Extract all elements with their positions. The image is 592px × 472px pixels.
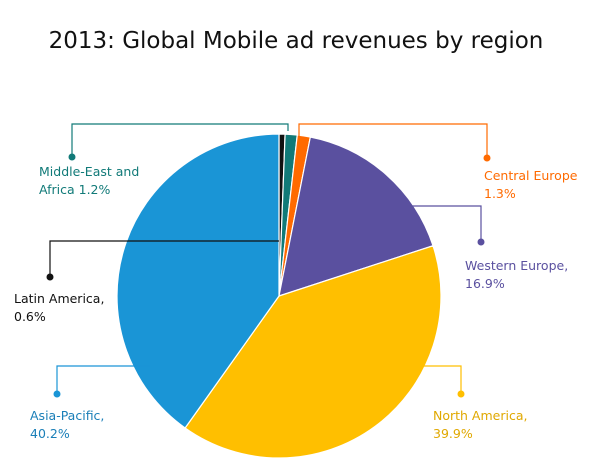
leader-line-asia-pacific bbox=[56, 365, 150, 394]
label-latin-america: Latin America, 0.6% bbox=[14, 291, 105, 324]
leader-dot-middle-east-africa bbox=[68, 153, 76, 161]
leader-line-latin-america bbox=[49, 240, 279, 277]
leader-line-middle-east-africa bbox=[71, 123, 289, 157]
leader-dot-western-europe bbox=[477, 238, 485, 246]
pie-slice-asia-pacific bbox=[116, 133, 280, 429]
leader-line-north-america bbox=[412, 365, 462, 394]
label-middle-east-africa: Middle-East and Africa 1.2% bbox=[39, 164, 140, 197]
label-western-europe: Western Europe, 16.9% bbox=[465, 258, 569, 291]
leader-dot-central-europe bbox=[483, 154, 491, 162]
pie-slice-western-europe bbox=[278, 136, 434, 297]
label-asia-pacific: Asia-Pacific, 40.2% bbox=[30, 408, 105, 441]
leader-dot-north-america bbox=[457, 390, 465, 398]
label-north-america: North America, 39.9% bbox=[433, 408, 528, 441]
leader-dot-asia-pacific bbox=[53, 390, 61, 398]
label-central-europe: Central Europe 1.3% bbox=[484, 168, 578, 201]
chart-title: 2013: Global Mobile ad revenues by regio… bbox=[48, 28, 544, 54]
pie-slice-north-america bbox=[184, 244, 442, 459]
leader-line-central-europe bbox=[298, 123, 488, 158]
leader-line-western-europe bbox=[381, 205, 482, 242]
leader-dot-latin-america bbox=[46, 273, 54, 281]
